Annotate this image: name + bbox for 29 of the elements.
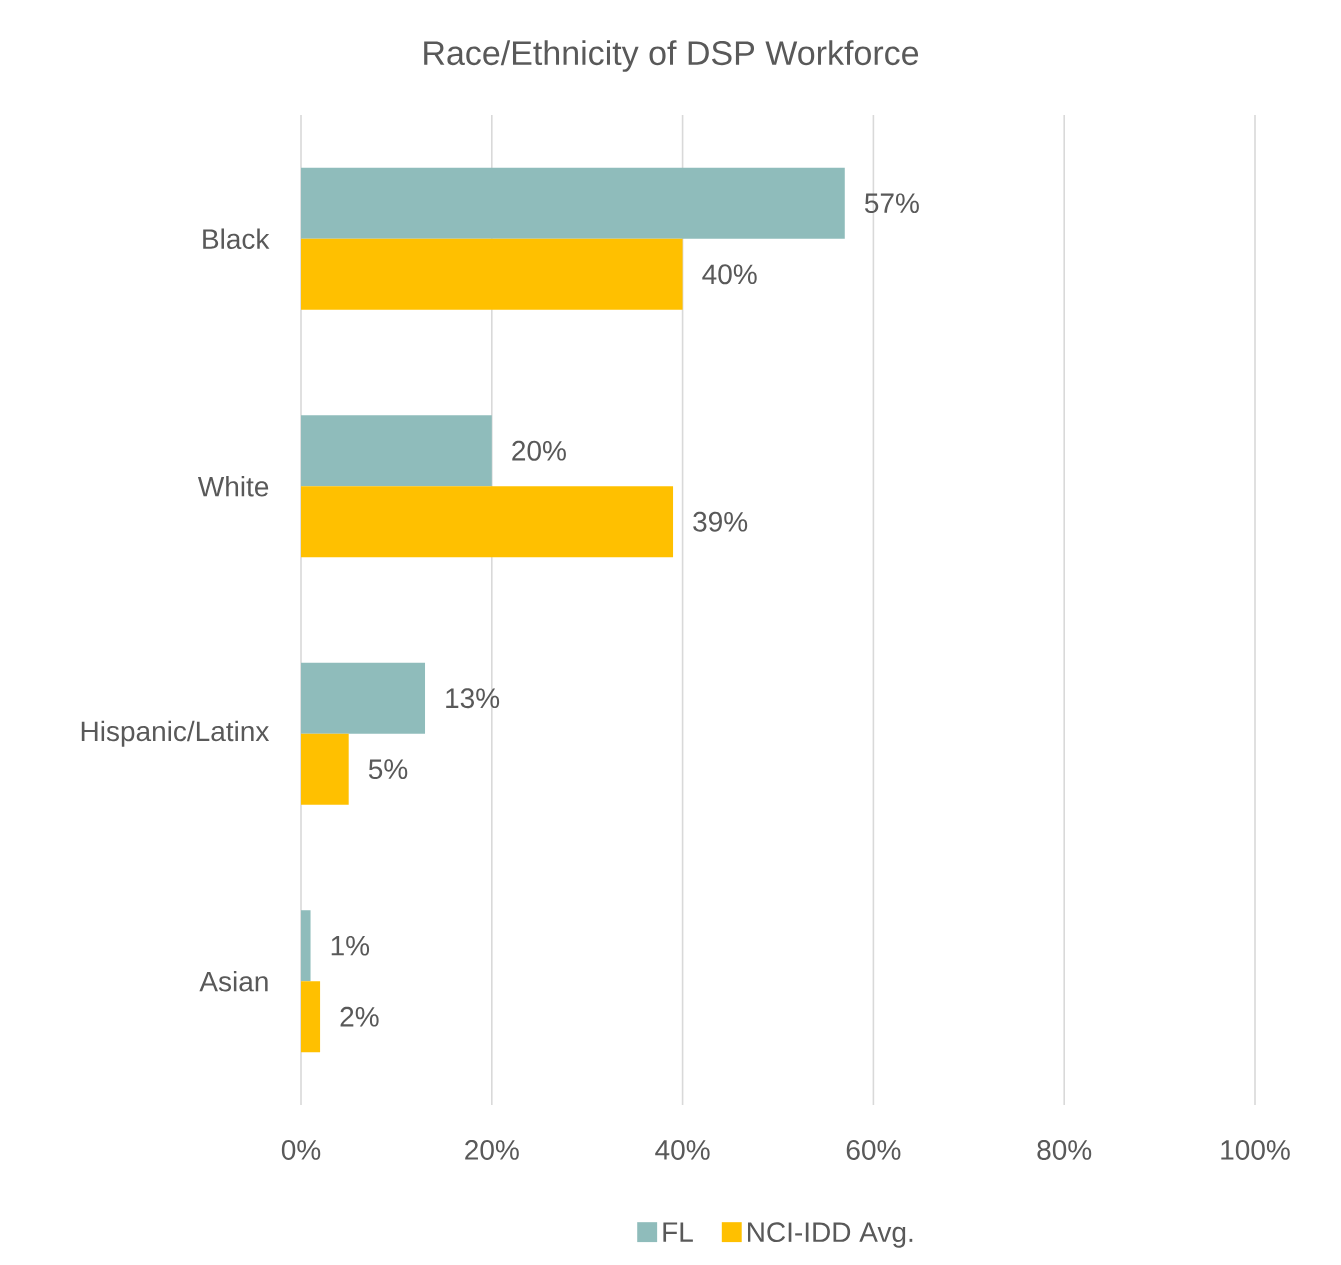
bar [301,981,321,1053]
x-tick-label: 60% [846,1140,901,1160]
data-label: 1% [331,935,370,956]
bar [301,662,426,734]
x-tick-label: 80% [1037,1140,1092,1160]
y-tick-label: Hispanic/Latinx [81,720,270,747]
bar [301,167,845,239]
bar [301,733,349,805]
x-tick-label: 100% [1221,1140,1290,1160]
chart-title: Race/Ethnicity of DSP Workforce [424,40,919,72]
data-label: 5% [368,759,408,780]
x-tick-label: 0% [281,1140,321,1160]
data-label: 20% [512,440,566,461]
data-label: 39% [693,511,748,532]
bar [301,910,311,982]
bar [301,486,674,558]
x-tick-label: 40% [655,1140,710,1160]
bar [301,238,683,310]
data-label: 40% [702,264,757,285]
y-tick-label: Black [203,228,270,250]
data-label: 57% [864,193,919,214]
data-label: 2% [340,1006,379,1027]
y-tick-label: White [197,475,269,497]
x-tick-label: 20% [465,1140,519,1160]
legend-label: FL [663,1222,693,1242]
legend-label: NCI-IDD Avg. [748,1222,913,1248]
y-tick-label: Asian [199,970,268,992]
data-label: 13% [446,688,500,709]
bar [301,415,492,487]
